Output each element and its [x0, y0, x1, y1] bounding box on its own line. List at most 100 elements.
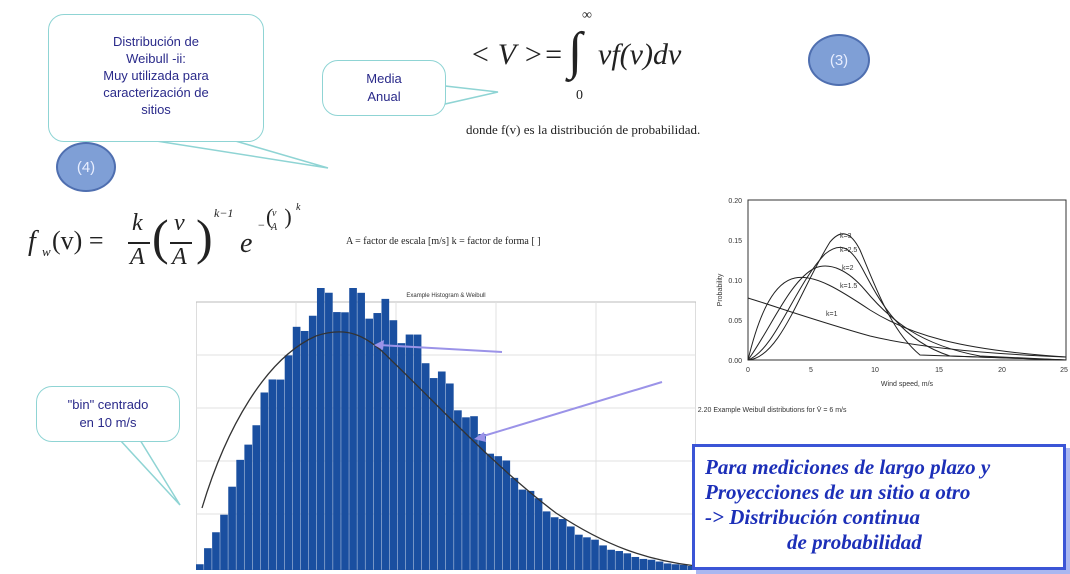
histogram-bar: [687, 565, 696, 570]
weibull-params: A = factor de escala [m/s] k = factor de…: [346, 236, 541, 247]
histogram-bar: [284, 355, 293, 570]
equation-number-4: (4): [56, 142, 116, 192]
histogram-bar: [446, 383, 454, 570]
histogram-bar: [607, 549, 615, 570]
weibull-formula: f w (v) = k A ( v A ) k−1 e − v A ( ) k: [28, 202, 328, 294]
mean-equation: < V >= ∫ ∞ 0 vf(v)dv: [470, 8, 720, 103]
formula-exp-den: A: [271, 222, 278, 233]
equation-note: donde f(v) es la distribución de probabi…: [466, 122, 701, 137]
curve-label: k=2.5: [840, 247, 857, 254]
histogram-bar: [647, 559, 656, 570]
histogram-bar: [526, 490, 535, 570]
histogram-bar: [405, 334, 414, 570]
formula-e: e: [240, 228, 253, 259]
histogram-bar: [671, 564, 680, 570]
histogram-bar: [300, 330, 309, 570]
histogram-bar: [591, 539, 599, 570]
curve-label: k=3: [840, 233, 852, 240]
histogram-bar: [575, 534, 583, 570]
histogram-bar: [413, 334, 422, 570]
weibull-curve-k2-5: [747, 246, 1067, 361]
plot-ylabel: Probability: [717, 273, 724, 306]
formula-f: f: [28, 226, 36, 257]
histogram-bar: [220, 514, 228, 570]
weibull-shape-plot: Probability 0.20 0.15 0.10 0.05 0.00 0 5…: [690, 198, 1068, 414]
formula-k: k: [132, 210, 143, 236]
histogram-bar: [623, 553, 632, 570]
histogram-bar: [437, 371, 446, 570]
histogram-bar: [558, 519, 567, 570]
weibull-callout: Distribución de Weibull -ii: Muy utiliza…: [48, 14, 264, 142]
histogram-bar: [349, 288, 357, 570]
arrow-to-histogram: [479, 381, 663, 438]
curve-label: k=2: [842, 265, 854, 272]
integral-sign: ∫: [568, 23, 583, 80]
plot-ytick: 0.05: [728, 318, 742, 325]
histogram-bar: [429, 378, 438, 570]
formula-exp-minus: −: [258, 218, 265, 232]
histogram-bar: [550, 517, 559, 570]
arrow-to-curve: [377, 344, 503, 353]
histogram-bar: [542, 511, 551, 570]
formula-A: A: [130, 244, 145, 270]
plot-ytick: 0.15: [728, 238, 742, 245]
histogram-bar: [268, 379, 277, 570]
histogram-bar: [236, 459, 244, 570]
histogram-bar: [615, 551, 624, 570]
plot-xtick: 20: [998, 367, 1006, 374]
formula-exp-power: k: [296, 202, 301, 213]
box-line: Para mediciones de largo plazo y: [705, 455, 991, 479]
bin-callout-line: "bin" centrado: [67, 397, 149, 412]
histogram-bar: [486, 453, 494, 570]
histogram-bar: [566, 526, 575, 570]
histogram-bar: [204, 548, 212, 570]
histogram-bar: [252, 425, 261, 570]
plot-xtick: 0: [746, 367, 750, 374]
histogram-bar: [462, 417, 470, 570]
histogram-bar: [655, 561, 664, 570]
integrand: vf(v)dv: [598, 38, 682, 71]
plot-ytick: 0.00: [728, 358, 742, 365]
weibull-callout-line: Distribución de: [113, 34, 199, 49]
weibull-curve-k3: [747, 233, 1067, 361]
plot-frame: [747, 199, 1067, 361]
histogram-bar: [244, 444, 253, 570]
formula-A2: A: [172, 244, 187, 270]
histogram-bar: [365, 318, 374, 570]
histogram-bar: [397, 343, 406, 570]
plot-xtick: 25: [1060, 367, 1068, 374]
histogram-bar: [276, 379, 285, 570]
weibull-callout-line: caracterización de: [103, 85, 209, 100]
histogram-bars: [196, 288, 696, 570]
formula-fraction-bar-2: [170, 242, 192, 244]
weibull-fit-curve: [201, 331, 696, 567]
histogram-bar: [583, 537, 591, 570]
bin-callout: "bin" centrado en 10 m/s: [36, 386, 180, 442]
histogram-bar: [421, 363, 430, 570]
plot-xtick: 5: [809, 367, 813, 374]
histogram-bar: [196, 564, 204, 570]
histogram-bar: [333, 312, 341, 570]
box-line: -> Distribución continua: [705, 505, 921, 529]
histogram-title: Example Histogram & Weibull: [406, 293, 485, 299]
plot-xtick: 10: [871, 367, 879, 374]
histogram-bar: [639, 558, 648, 570]
histogram: Example Histogram & Weibull: [196, 288, 696, 570]
histogram-bar: [663, 563, 672, 570]
formula-v: v: [174, 210, 185, 236]
histogram-bar: [478, 434, 486, 570]
formula-paren-open: (: [152, 209, 169, 265]
histogram-bar: [502, 460, 511, 570]
histogram-bar: [534, 498, 543, 570]
formula-exp-num: v: [272, 208, 277, 219]
integral-upper: ∞: [582, 8, 592, 23]
histogram-bar: [308, 315, 317, 570]
equation-number-3: (3): [808, 34, 870, 86]
histogram-bar: [599, 545, 607, 570]
histogram-bar: [212, 532, 220, 570]
histogram-bar: [518, 489, 527, 570]
formula-sub: w: [42, 244, 51, 259]
plot-xtick: 15: [935, 367, 943, 374]
arrow-head: [474, 432, 486, 442]
